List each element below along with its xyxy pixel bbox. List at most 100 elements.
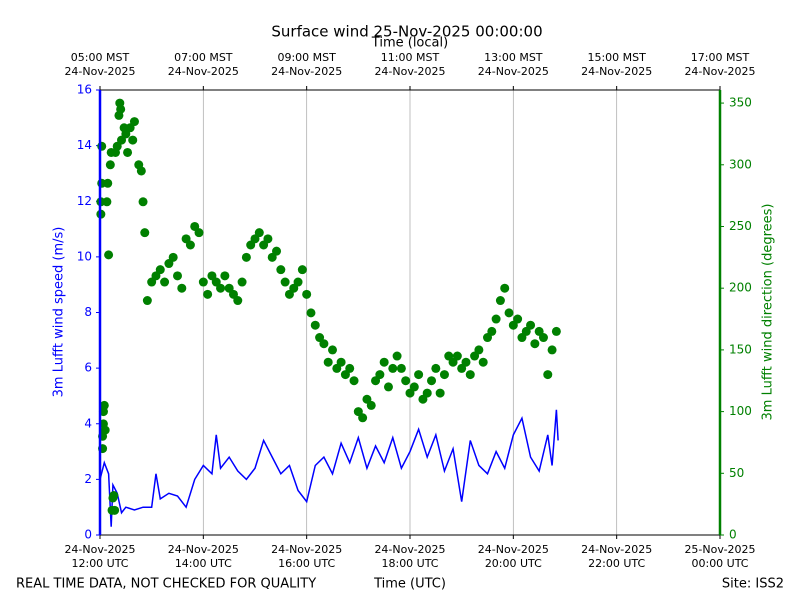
x-tick-label: 24-Nov-2025 20:00 UTC	[478, 543, 549, 570]
direction-point	[220, 271, 230, 281]
y-tick-label: 6	[84, 361, 92, 375]
x2-tick-label: 05:00 MST 24-Nov-2025	[64, 51, 135, 78]
direction-point	[379, 357, 389, 367]
direction-point	[487, 326, 497, 336]
direction-point	[116, 104, 126, 114]
direction-point	[216, 283, 226, 293]
direction-point	[435, 388, 445, 398]
x-tick-label: 24-Nov-2025 18:00 UTC	[374, 543, 445, 570]
direction-point	[543, 370, 553, 380]
direction-point	[194, 228, 204, 238]
direction-point	[293, 277, 303, 287]
y2-tick-label: 350	[729, 96, 752, 110]
direction-point	[547, 345, 557, 355]
x2-tick-label: 07:00 MST 24-Nov-2025	[168, 51, 239, 78]
direction-point	[97, 141, 107, 151]
direction-point	[526, 320, 536, 330]
direction-point	[383, 382, 393, 392]
direction-point	[358, 413, 368, 423]
chart-title: Surface wind 25-Nov-2025 00:00:00	[271, 23, 542, 41]
x-axis-label: Time (UTC)	[373, 577, 446, 592]
direction-point	[414, 370, 424, 380]
direction-point	[538, 333, 548, 343]
y-tick-label: 10	[77, 249, 92, 263]
y-tick-label: 2	[84, 472, 92, 486]
direction-point	[241, 252, 251, 262]
x2-tick-label: 11:00 MST 24-Nov-2025	[374, 51, 445, 78]
direction-point	[198, 277, 208, 287]
x-tick-label: 25-Nov-2025 00:00 UTC	[684, 543, 755, 570]
direction-point	[513, 314, 523, 324]
direction-point	[336, 357, 346, 367]
direction-point	[203, 289, 213, 299]
direction-point	[100, 425, 110, 435]
direction-point	[375, 370, 385, 380]
direction-point	[103, 178, 113, 188]
direction-point	[128, 135, 138, 145]
x-tick-label: 24-Nov-2025 14:00 UTC	[168, 543, 239, 570]
direction-point	[439, 370, 449, 380]
direction-point	[110, 505, 120, 515]
direction-point	[160, 277, 170, 287]
direction-point	[138, 197, 148, 207]
y2-axis-label: 3m Lufft wind direction (degrees)	[761, 204, 776, 421]
y-axis-label: 3m Lufft wind speed (m/s)	[52, 227, 67, 398]
direction-point	[328, 345, 337, 355]
direction-point	[409, 382, 419, 392]
site-label: Site: ISS2	[722, 577, 784, 592]
direction-point	[392, 351, 402, 361]
y-tick-label: 14	[77, 138, 92, 152]
direction-point	[474, 345, 484, 355]
y-tick-label: 12	[77, 194, 92, 208]
direction-point	[345, 363, 355, 373]
direction-point	[491, 314, 501, 324]
x-tick-label: 24-Nov-2025 16:00 UTC	[271, 543, 342, 570]
direction-point	[319, 339, 329, 349]
direction-point	[431, 363, 441, 373]
direction-point	[500, 283, 510, 293]
direction-point	[530, 339, 540, 349]
y-tick-label: 0	[84, 528, 92, 542]
direction-point	[310, 320, 320, 330]
y2-tick-label: 50	[729, 466, 744, 480]
y-tick-label: 8	[84, 305, 92, 319]
direction-point	[366, 400, 376, 410]
y2-tick-label: 250	[729, 219, 752, 233]
direction-point	[504, 308, 514, 318]
y2-tick-label: 200	[729, 281, 752, 295]
direction-point	[427, 376, 437, 386]
x2-tick-label: 17:00 MST 24-Nov-2025	[684, 51, 755, 78]
direction-point	[401, 376, 411, 386]
direction-point	[173, 271, 182, 281]
direction-point	[102, 197, 112, 207]
direction-point	[551, 326, 561, 336]
direction-point	[155, 265, 165, 275]
direction-point	[349, 376, 359, 386]
direction-point	[388, 363, 398, 373]
x-tick-label: 24-Nov-2025 22:00 UTC	[581, 543, 652, 570]
y2-tick-label: 0	[729, 528, 737, 542]
x2-tick-label: 09:00 MST 24-Nov-2025	[271, 51, 342, 78]
direction-point	[185, 240, 195, 250]
y2-tick-label: 150	[729, 342, 752, 356]
x2-axis-label: Time (local)	[371, 36, 448, 51]
direction-point	[478, 357, 488, 367]
direction-point	[323, 357, 333, 367]
direction-point	[495, 296, 505, 306]
direction-point	[396, 363, 406, 373]
direction-point	[123, 147, 133, 157]
direction-point	[276, 265, 286, 275]
x-tick-label: 24-Nov-2025 12:00 UTC	[64, 543, 135, 570]
direction-point	[168, 252, 178, 262]
direction-point	[129, 117, 139, 127]
direction-point	[140, 228, 150, 238]
direction-point	[142, 296, 152, 306]
direction-point	[280, 277, 290, 287]
direction-point	[465, 370, 475, 380]
y-tick-label: 16	[77, 83, 92, 97]
direction-point	[233, 296, 243, 306]
direction-point	[177, 283, 187, 293]
footer-note: REAL TIME DATA, NOT CHECKED FOR QUALITY	[16, 577, 316, 592]
